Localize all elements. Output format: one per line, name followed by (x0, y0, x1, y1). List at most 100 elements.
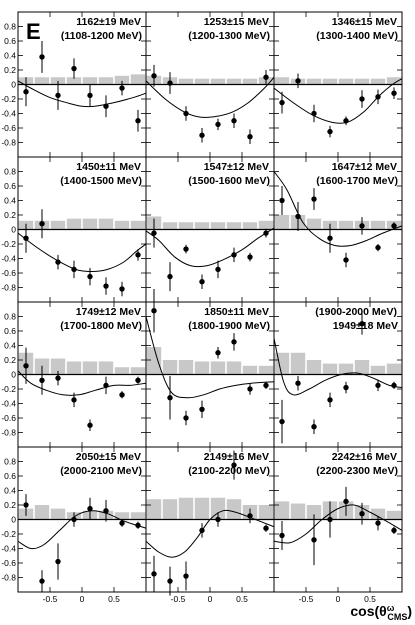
histogram-bar (354, 78, 370, 85)
histogram-bar (114, 220, 130, 230)
data-point (215, 516, 221, 523)
data-point (183, 246, 189, 252)
panel-subtitle: (1500-1600 MeV) (188, 175, 270, 187)
data-point (199, 406, 205, 412)
histogram-bar (50, 358, 66, 375)
y-tick-label: -0.8 (1, 428, 16, 438)
histogram-bar (386, 510, 402, 520)
y-tick-label: 0.4 (4, 341, 16, 351)
data-point (327, 397, 333, 403)
data-point (135, 522, 141, 528)
y-tick-label: -0.6 (1, 268, 16, 278)
histogram-bar (370, 365, 386, 375)
y-tick-label: 0.2 (4, 355, 16, 365)
histogram-bar (226, 361, 242, 375)
y-tick-label: -0.2 (1, 384, 16, 394)
histogram-bar (162, 360, 178, 375)
histogram-bar (114, 512, 130, 520)
y-tick-label: 0.4 (4, 486, 16, 496)
histogram-bar (290, 352, 306, 375)
data-point (231, 339, 237, 345)
histogram-bar (322, 78, 338, 85)
data-point (39, 221, 45, 227)
data-point (247, 254, 253, 260)
data-point (71, 397, 77, 403)
y-tick-label: 0 (11, 80, 16, 90)
panel-5: 1547±12 MeV (1500-1600 MeV) (145, 156, 275, 303)
data-point (23, 235, 29, 241)
data-point (279, 99, 285, 106)
fit-curve (17, 510, 147, 550)
y-tick-label: 0.6 (4, 36, 16, 46)
data-point (311, 537, 317, 543)
panel-title: 1547±12 MeV (204, 161, 269, 173)
y-tick-label: -0.6 (1, 558, 16, 568)
histogram-bar (50, 508, 66, 520)
histogram-bar (242, 78, 258, 85)
y-tick-label: 0.8 (4, 22, 16, 32)
data-point (199, 527, 205, 534)
fit-curve (145, 509, 275, 558)
histogram-bar (50, 220, 66, 230)
histogram-bar (98, 77, 114, 85)
histogram-bar (210, 497, 226, 520)
y-tick-label: 0.6 (4, 326, 16, 336)
panel-subtitle: (2000-2100 MeV) (60, 465, 142, 477)
y-tick-label: 0.6 (4, 181, 16, 191)
fit-curve (17, 232, 147, 273)
histogram-bar (210, 361, 226, 375)
histogram-bar (162, 499, 178, 520)
data-point (311, 196, 317, 202)
fit-curve (273, 338, 403, 396)
histogram-bar (194, 497, 210, 520)
data-point (295, 213, 301, 220)
histogram-bar (226, 499, 242, 520)
panel-subtitle: (1800-1900 MeV) (188, 320, 270, 332)
figure-label: E (26, 19, 41, 44)
panel-subtitle: (1600-1700 MeV) (316, 175, 398, 187)
y-tick-label: -0.2 (1, 529, 16, 539)
y-tick-label: 0.4 (4, 51, 16, 61)
data-point (23, 502, 29, 508)
y-tick-label: -0.2 (1, 94, 16, 104)
data-point (39, 54, 45, 60)
data-point (135, 377, 141, 383)
data-point (375, 382, 381, 389)
panel-grid: -0.8 -0.6 -0.4 -0.2 0 0.2 0.4 0.6 0.8 1162±19 MeV… (1, 11, 403, 604)
x-tick-label: 0.5 (364, 594, 376, 604)
panel-12: -0.5 0 0.5 2242±16 MeV (2200-2300 MeV) (273, 446, 403, 604)
panel-title: 1850±11 MeV (204, 306, 269, 318)
histogram-bar (338, 220, 354, 230)
histogram-bar (146, 346, 162, 375)
data-point (151, 571, 157, 577)
data-point (263, 525, 269, 531)
data-point (167, 578, 173, 584)
histogram-bar (370, 220, 386, 230)
x-tick-label: -0.5 (43, 594, 58, 604)
histogram-bar (258, 365, 274, 375)
data-point (55, 259, 61, 265)
panel-title: 1346±15 MeV (332, 16, 397, 28)
histogram-bar (178, 360, 194, 375)
data-point (263, 382, 269, 389)
histogram-bar (274, 501, 290, 520)
panel-title: 2149±16 MeV (204, 451, 269, 463)
panel-11: -0.5 0 0.5 2149±16 MeV (2100-2200 MeV) (145, 446, 275, 604)
histogram-bar (178, 78, 194, 85)
histogram-bar (50, 77, 66, 85)
panel-subtitle: (2200-2300 MeV) (316, 465, 398, 477)
histogram-bar (306, 218, 322, 230)
data-point (279, 532, 285, 539)
data-point (247, 134, 253, 140)
panel-subtitle: (1108-1200 MeV) (61, 30, 142, 42)
histogram-bar (34, 505, 50, 520)
data-point (375, 94, 381, 100)
histogram-bar (194, 78, 210, 85)
fit-curve (145, 227, 275, 268)
y-tick-label: -0.8 (1, 283, 16, 293)
data-point (231, 118, 237, 124)
y-tick-label: -0.4 (1, 254, 16, 264)
y-tick-label: -0.6 (1, 123, 16, 133)
data-point (167, 80, 173, 86)
data-point (167, 273, 173, 280)
